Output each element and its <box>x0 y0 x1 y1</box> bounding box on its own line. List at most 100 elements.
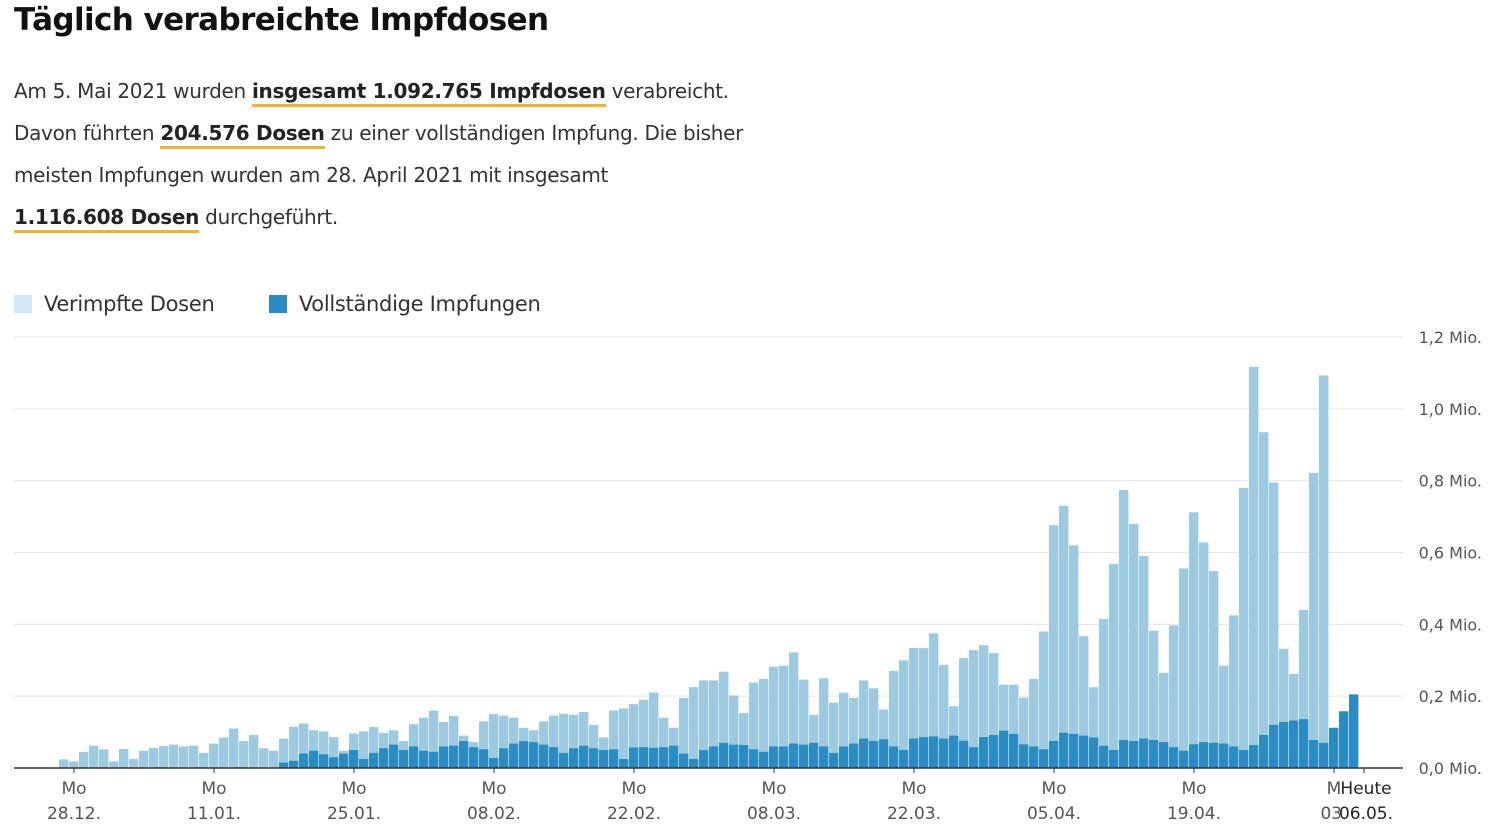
y-tick-label: 0,4 Mio. <box>1419 615 1482 634</box>
intro-s1-pre: Am 5. Mai 2021 wurden <box>14 79 252 103</box>
intro-line-1: Am 5. Mai 2021 wurden insgesamt 1.092.76… <box>14 70 774 112</box>
bar-complete <box>539 744 549 768</box>
bar-complete <box>1159 742 1169 768</box>
bar-complete <box>469 747 479 768</box>
bar-complete <box>1049 741 1059 768</box>
bar-complete <box>819 746 829 768</box>
bar-complete <box>749 749 759 768</box>
bar-total <box>1279 648 1289 768</box>
bar-total <box>1089 687 1099 768</box>
bar-total <box>1019 697 1029 768</box>
bar-complete <box>1119 739 1129 768</box>
bar-total <box>619 708 629 768</box>
bar-total <box>239 741 249 768</box>
bar-complete <box>329 757 339 768</box>
bar-complete <box>649 747 659 768</box>
x-tick-weekday: Mo <box>761 779 786 799</box>
bar-total <box>139 750 149 768</box>
y-tick-label: 1,2 Mio. <box>1419 328 1482 347</box>
bar-total <box>959 658 969 768</box>
bar-total <box>419 717 429 768</box>
bar-total <box>739 713 749 768</box>
bar-complete <box>1129 741 1139 768</box>
bar-complete <box>1099 745 1109 768</box>
bar-complete <box>1339 711 1349 768</box>
bar-total <box>1219 665 1229 768</box>
bar-total <box>429 710 439 768</box>
bar-total <box>789 652 799 768</box>
bar-total <box>679 697 689 768</box>
bar-complete <box>999 730 1009 768</box>
bar-total <box>1119 490 1129 768</box>
bar-complete <box>1319 742 1329 768</box>
bar-total <box>639 699 649 768</box>
bar-complete <box>279 762 289 768</box>
bar-total <box>1099 618 1109 768</box>
bar-total <box>1229 615 1239 768</box>
bar-total <box>259 748 269 768</box>
bar-total <box>109 761 119 768</box>
bar-complete <box>439 746 449 768</box>
bar-complete <box>1109 750 1119 768</box>
bar-complete <box>689 759 699 768</box>
bar-complete <box>1229 746 1239 768</box>
bar-complete <box>499 748 509 768</box>
bar-complete <box>809 742 819 768</box>
bar-complete <box>289 760 299 768</box>
intro-line-2: Davon führten 204.576 Dosen zu einer vol… <box>14 112 774 154</box>
bar-complete <box>1089 737 1099 768</box>
bar-total <box>769 666 779 768</box>
bar-total <box>729 695 739 768</box>
bar-complete <box>1019 744 1029 768</box>
bar-total <box>849 697 859 768</box>
bar-complete <box>829 752 839 768</box>
bar-total <box>719 671 729 768</box>
bar-complete <box>449 745 459 768</box>
x-tick-weekday: Mo <box>481 779 506 799</box>
bar-total <box>889 671 899 768</box>
bar-total <box>1039 631 1049 768</box>
bar-complete <box>989 734 999 768</box>
bar-total <box>169 744 179 768</box>
bar-complete <box>509 743 519 768</box>
bar-total <box>299 723 309 768</box>
bar-complete <box>1329 727 1339 768</box>
bar-total <box>919 648 929 768</box>
x-tick-date: 28.12. <box>47 804 101 824</box>
bar-complete <box>949 735 959 768</box>
bar-complete <box>419 750 429 768</box>
bar-complete <box>929 736 939 768</box>
x-tick-date: 08.02. <box>467 804 521 824</box>
intro-line-4: 1.116.608 Dosen durchgeführt. <box>14 196 774 238</box>
bar-complete <box>1069 733 1079 768</box>
bar-total <box>59 759 69 768</box>
bar-total <box>709 680 719 768</box>
x-tick-date: 05.04. <box>1027 804 1081 824</box>
bar-total <box>1319 375 1329 768</box>
bar-complete <box>839 746 849 768</box>
bar-total <box>289 726 299 768</box>
x-tick-weekday: Mo <box>61 779 86 799</box>
bar-complete <box>609 749 619 768</box>
bar-complete <box>319 754 329 768</box>
bar-total <box>589 724 599 768</box>
bar-total <box>659 717 669 768</box>
bar-complete <box>679 753 689 768</box>
bar-complete <box>429 751 439 768</box>
bar-total <box>179 746 189 768</box>
bar-complete <box>1239 750 1249 768</box>
bar-complete <box>959 740 969 768</box>
bar-complete <box>1059 732 1069 768</box>
bar-total <box>1129 523 1139 768</box>
bar-total <box>929 633 939 768</box>
bar-complete <box>1349 694 1359 768</box>
bar-complete <box>729 744 739 768</box>
bar-complete <box>659 747 669 768</box>
bar-total <box>869 688 879 768</box>
bar-total <box>829 702 839 768</box>
bar-complete <box>979 737 989 768</box>
bar-complete <box>369 752 379 768</box>
x-tick-weekday: Mo <box>621 779 646 799</box>
bar-total <box>249 734 259 768</box>
bar-total <box>409 724 419 768</box>
